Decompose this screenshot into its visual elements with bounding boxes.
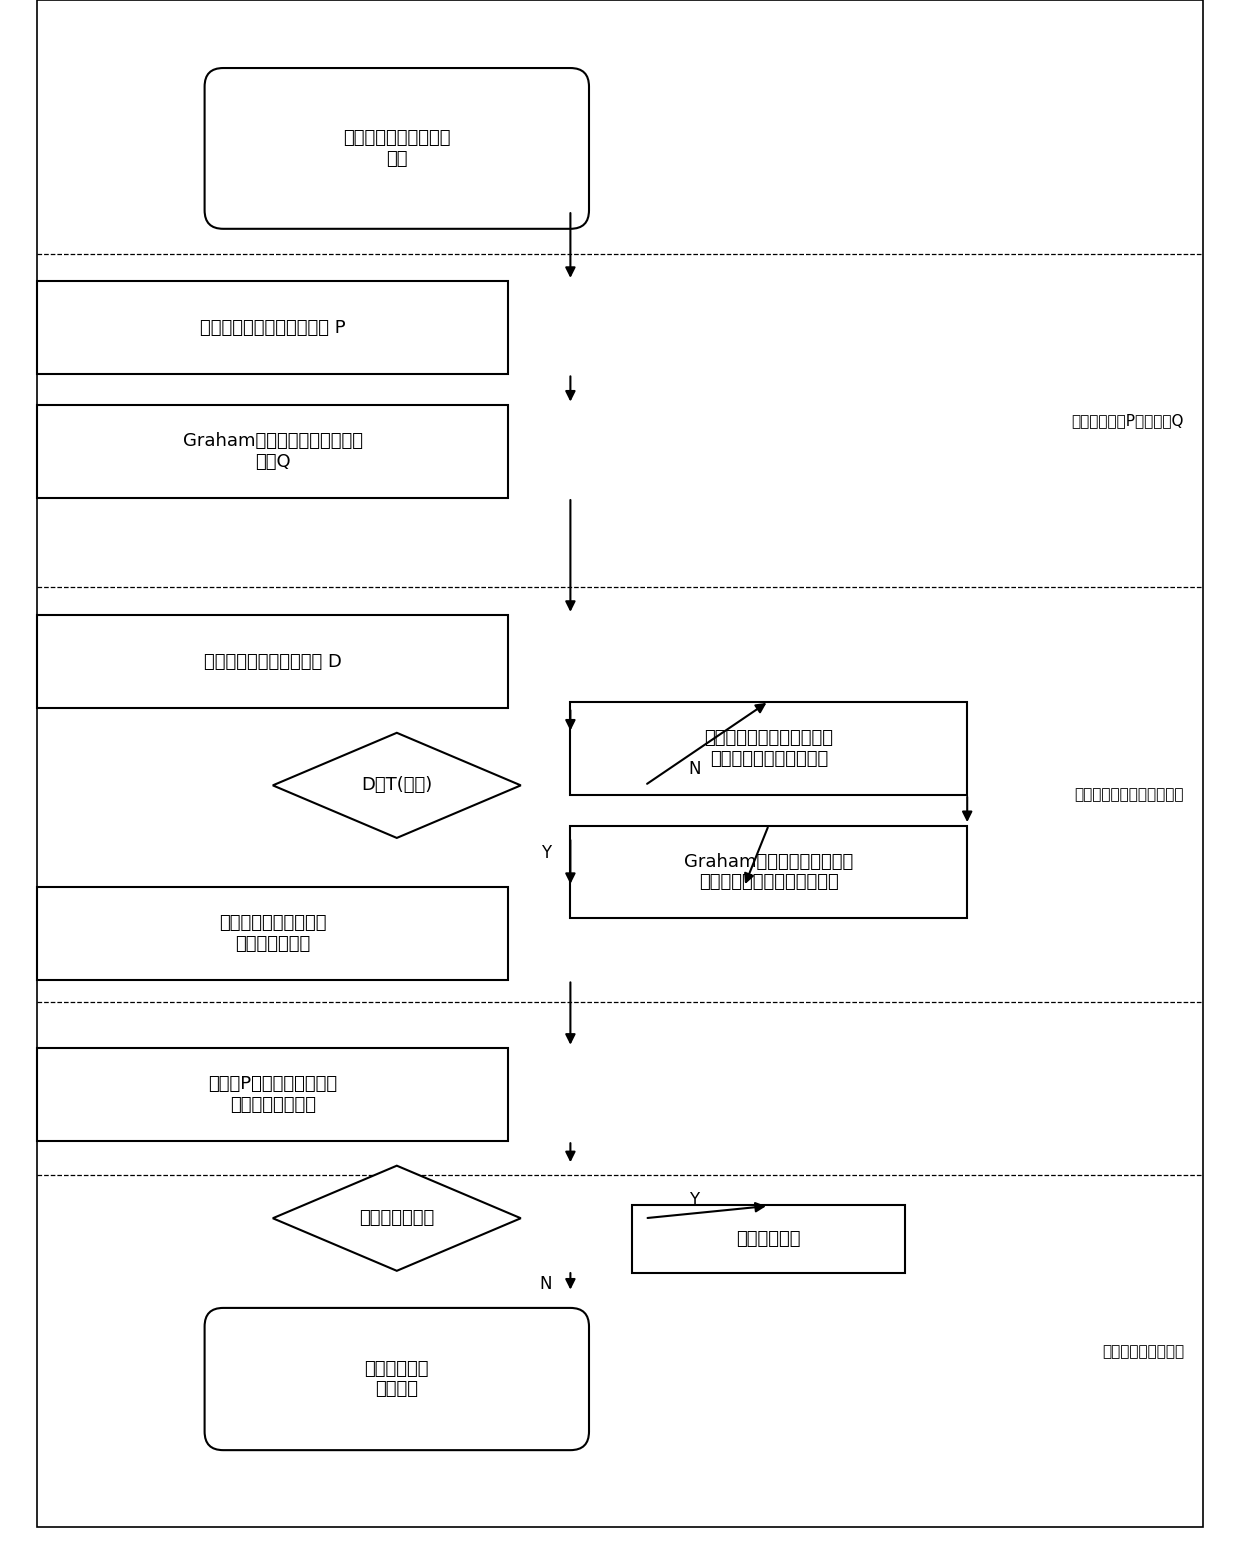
Text: N: N — [539, 1275, 552, 1292]
Text: D＜T(阈値): D＜T(阈値) — [361, 776, 433, 795]
Text: N: N — [688, 761, 701, 778]
Polygon shape — [273, 1166, 521, 1271]
Text: 连接断裂部分: 连接断裂部分 — [737, 1231, 801, 1248]
Text: Y: Y — [689, 1190, 699, 1209]
Text: 视为心脏、纵膈相邻的心脏
型凹陷，需要做二次处理: 视为心脏、纵膈相邻的心脏 型凹陷，需要做二次处理 — [704, 728, 833, 768]
Text: 计算相邻两个凸点的距离 D: 计算相邻两个凸点的距离 D — [203, 652, 342, 671]
Text: 判断并连接断裂部分: 判断并连接断裂部分 — [1102, 1343, 1184, 1359]
Text: Graham扫描法确定该线段间
点的凸凹性，确定待修补的点: Graham扫描法确定该线段间 点的凸凹性，确定待修补的点 — [684, 852, 853, 892]
Text: 计算边界点集P与凸点集Q: 计算边界点集P与凸点集Q — [1071, 413, 1184, 428]
FancyBboxPatch shape — [632, 1206, 905, 1274]
FancyBboxPatch shape — [37, 405, 508, 498]
Text: 确定待修补的点，即凹陷点: 确定待修补的点，即凹陷点 — [1075, 787, 1184, 802]
Text: Graham扫描法求左右肺部边缘
凸点Q: Graham扫描法求左右肺部边缘 凸点Q — [182, 431, 363, 472]
Text: 输入初步分割后的肺部
掩膜: 输入初步分割后的肺部 掩膜 — [343, 128, 450, 169]
Text: Y: Y — [541, 844, 551, 863]
Text: 输出修补后的
分割结果: 输出修补后的 分割结果 — [365, 1359, 429, 1399]
FancyBboxPatch shape — [37, 1048, 508, 1141]
Text: 边界追踪法求肺部边缘点集 P: 边界追踪法求肺部边缘点集 P — [200, 318, 346, 337]
FancyBboxPatch shape — [37, 615, 508, 708]
Text: 视该相邻两凸点之间的
点为待修补的点: 视该相邻两凸点之间的 点为待修补的点 — [219, 914, 326, 954]
Polygon shape — [273, 733, 521, 838]
Text: 是否存在断裂？: 是否存在断裂？ — [360, 1209, 434, 1228]
Text: 从点集P中去除待修补的点
得到肺部边缘点集: 从点集P中去除待修补的点 得到肺部边缘点集 — [208, 1074, 337, 1115]
FancyBboxPatch shape — [37, 887, 508, 980]
FancyBboxPatch shape — [205, 1308, 589, 1450]
FancyBboxPatch shape — [570, 826, 967, 918]
FancyBboxPatch shape — [205, 68, 589, 229]
FancyBboxPatch shape — [37, 281, 508, 374]
FancyBboxPatch shape — [570, 702, 967, 795]
